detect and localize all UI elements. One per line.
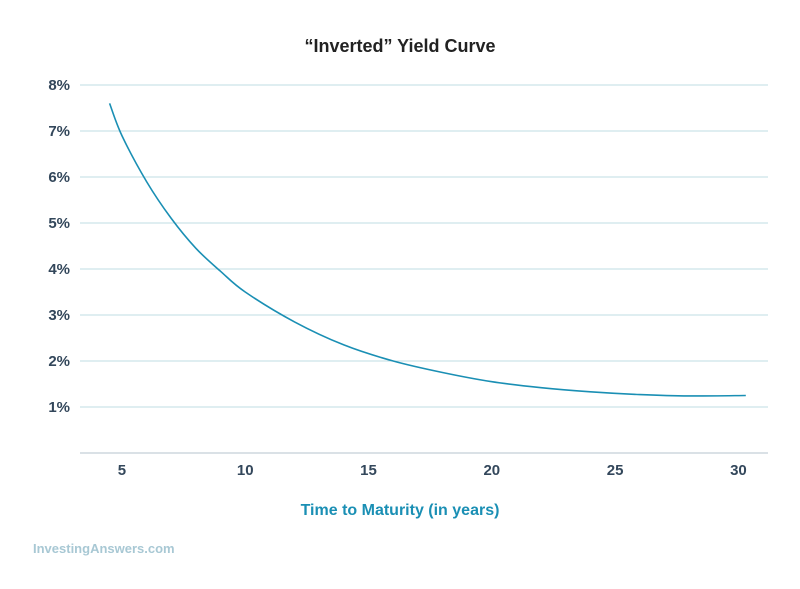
chart-title: “Inverted” Yield Curve bbox=[304, 36, 495, 56]
x-axis-label: Time to Maturity (in years) bbox=[301, 502, 500, 519]
y-tick-label: 7% bbox=[48, 123, 70, 140]
series bbox=[108, 103, 746, 397]
y-tick-label: 2% bbox=[48, 353, 70, 370]
x-tick-labels: 5 10 15 20 25 30 bbox=[118, 462, 747, 479]
watermark: InvestingAnswers.com bbox=[33, 541, 175, 556]
y-tick-label: 3% bbox=[48, 307, 70, 324]
grid-lines bbox=[80, 84, 768, 408]
y-tick-label: 1% bbox=[48, 399, 70, 416]
x-tick-label: 25 bbox=[607, 462, 624, 479]
x-tick-label: 5 bbox=[118, 462, 126, 479]
y-tick-label: 8% bbox=[48, 77, 70, 94]
y-tick-labels: 1% 2% 3% 4% 5% 6% 7% 8% bbox=[48, 77, 70, 416]
y-tick-label: 6% bbox=[48, 169, 70, 186]
x-tick-label: 10 bbox=[237, 462, 254, 479]
x-tick-label: 30 bbox=[730, 462, 747, 479]
x-tick-label: 15 bbox=[360, 462, 377, 479]
y-tick-label: 4% bbox=[48, 261, 70, 278]
series-line-yield bbox=[108, 103, 746, 397]
y-tick-label: 5% bbox=[48, 215, 70, 232]
x-tick-label: 20 bbox=[483, 462, 500, 479]
